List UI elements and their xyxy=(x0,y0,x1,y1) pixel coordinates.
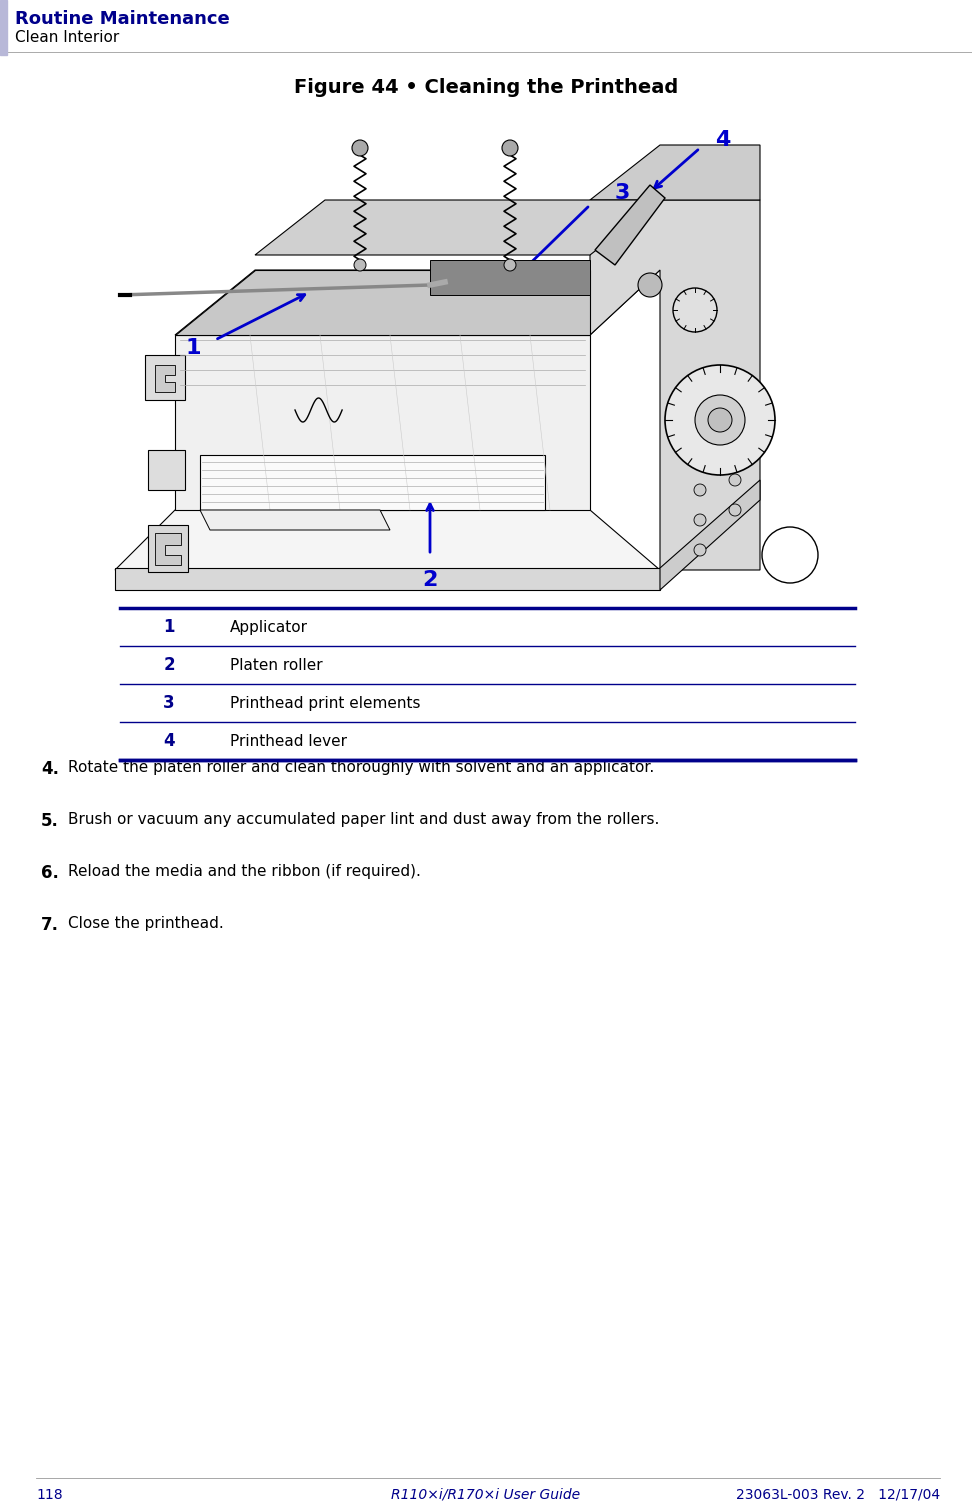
Polygon shape xyxy=(590,145,760,200)
Polygon shape xyxy=(115,568,660,590)
Circle shape xyxy=(729,505,741,517)
Circle shape xyxy=(762,527,818,583)
Text: 3: 3 xyxy=(615,184,631,203)
Text: 23063L-003 Rev. 2   12/17/04: 23063L-003 Rev. 2 12/17/04 xyxy=(736,1488,940,1501)
Text: Applicator: Applicator xyxy=(230,619,308,634)
Text: Rotate the platen roller and clean thoroughly with solvent and an applicator.: Rotate the platen roller and clean thoro… xyxy=(68,761,654,776)
Polygon shape xyxy=(155,364,175,392)
Circle shape xyxy=(502,140,518,157)
Text: Reload the media and the ribbon (if required).: Reload the media and the ribbon (if requ… xyxy=(68,864,421,880)
Polygon shape xyxy=(595,185,665,265)
Text: Routine Maintenance: Routine Maintenance xyxy=(15,11,229,29)
Polygon shape xyxy=(148,450,185,489)
Polygon shape xyxy=(145,355,185,401)
Text: 1: 1 xyxy=(186,337,201,358)
Text: Close the printhead.: Close the printhead. xyxy=(68,916,224,931)
Text: Figure 44 • Cleaning the Printhead: Figure 44 • Cleaning the Printhead xyxy=(294,78,678,96)
Circle shape xyxy=(694,514,706,526)
Polygon shape xyxy=(115,511,660,569)
Polygon shape xyxy=(660,480,760,590)
Circle shape xyxy=(354,259,366,271)
Polygon shape xyxy=(200,455,545,511)
Circle shape xyxy=(729,474,741,486)
Text: R110×i/R170×i User Guide: R110×i/R170×i User Guide xyxy=(392,1488,580,1501)
Polygon shape xyxy=(148,526,188,572)
Text: 5.: 5. xyxy=(41,812,59,830)
Text: 3: 3 xyxy=(163,694,175,712)
Circle shape xyxy=(638,273,662,297)
Bar xyxy=(0,0,7,56)
Polygon shape xyxy=(590,200,760,569)
Circle shape xyxy=(708,408,732,432)
Polygon shape xyxy=(175,270,590,334)
Circle shape xyxy=(352,140,368,157)
Polygon shape xyxy=(200,511,390,530)
Polygon shape xyxy=(175,334,590,511)
Polygon shape xyxy=(155,533,181,565)
Circle shape xyxy=(504,259,516,271)
Polygon shape xyxy=(255,200,660,255)
Text: Brush or vacuum any accumulated paper lint and dust away from the rollers.: Brush or vacuum any accumulated paper li… xyxy=(68,812,659,827)
Text: 6.: 6. xyxy=(41,864,59,883)
Text: 2: 2 xyxy=(163,657,175,675)
Polygon shape xyxy=(175,270,660,334)
Text: 2: 2 xyxy=(422,569,437,590)
Circle shape xyxy=(665,364,775,474)
Circle shape xyxy=(694,544,706,556)
Text: 4: 4 xyxy=(163,732,175,750)
Text: Printhead print elements: Printhead print elements xyxy=(230,696,421,711)
Text: 1: 1 xyxy=(163,617,175,636)
Circle shape xyxy=(694,483,706,495)
Text: Platen roller: Platen roller xyxy=(230,658,323,673)
Circle shape xyxy=(673,288,717,331)
Polygon shape xyxy=(430,261,590,295)
Text: Clean Interior: Clean Interior xyxy=(15,30,120,45)
Text: Printhead lever: Printhead lever xyxy=(230,733,347,748)
Text: 4: 4 xyxy=(715,130,730,151)
Text: 118: 118 xyxy=(36,1488,62,1501)
Circle shape xyxy=(695,395,745,444)
Text: 4.: 4. xyxy=(41,761,59,779)
Text: 7.: 7. xyxy=(41,916,59,934)
